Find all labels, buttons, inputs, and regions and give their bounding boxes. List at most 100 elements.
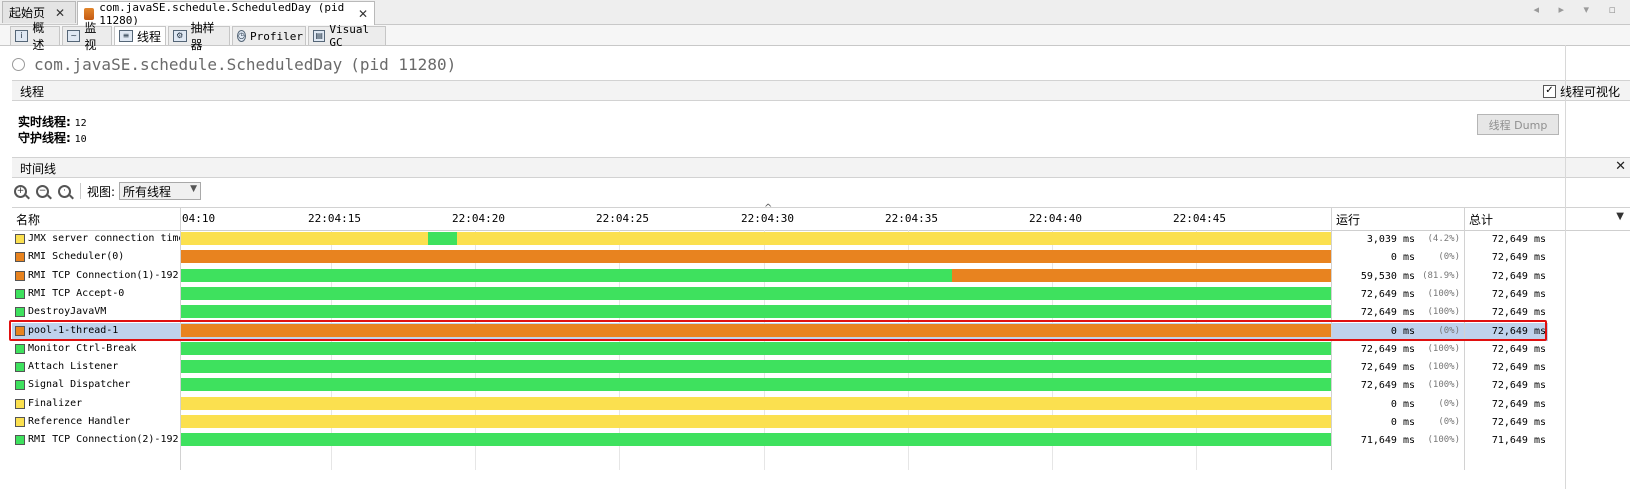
view-select-value: 所有线程 — [123, 184, 172, 199]
thread-timeline-bar[interactable] — [181, 433, 1331, 447]
running-time: 0 ms — [1390, 325, 1415, 337]
thread-timeline-bar[interactable] — [181, 396, 1331, 410]
thread-row[interactable]: pool-1-thread-1 0 ms (0%) 72,649 ms — [12, 322, 1548, 341]
tab-sampler[interactable]: ⚙ 抽样器 — [168, 21, 230, 52]
thread-name: pool-1-thread-1 — [28, 324, 119, 336]
monitor-icon: ~ — [67, 30, 81, 42]
thread-row[interactable]: Reference Handler 0 ms (0%) 72,649 ms — [12, 414, 1548, 432]
running-percent: (0%) — [1438, 252, 1460, 263]
state-segment-running — [181, 360, 1331, 374]
total-time: 72,649 ms — [1491, 270, 1546, 282]
time-tick: 04:10 — [182, 212, 216, 225]
checkbox-checked-icon[interactable]: ✓ — [1542, 85, 1556, 98]
running-percent: (81.9%) — [1422, 270, 1460, 281]
thread-timeline-bar[interactable] — [181, 286, 1331, 300]
thread-row[interactable]: DestroyJavaVM 72,649 ms (100%) 72,649 ms — [12, 304, 1548, 322]
chevron-down-icon: ▼ — [190, 184, 198, 194]
thread-timeline-bar[interactable] — [181, 305, 1331, 319]
close-icon[interactable]: ✕ — [1615, 159, 1626, 174]
thread-state-swatch — [15, 307, 25, 318]
threads-visualization-checkbox[interactable]: ✓ 线程可视化 — [1542, 83, 1620, 100]
state-segment-waiting — [181, 250, 1331, 264]
view-select[interactable]: 所有线程 ▼ — [119, 182, 202, 200]
column-header-name[interactable]: 名称 — [16, 213, 41, 227]
time-tick: 22:04:40 — [1029, 212, 1082, 225]
document-tab-strip: 起始页 ✕ com.javaSE.schedule.ScheduledDay (… — [0, 0, 1630, 27]
running-time: 0 ms — [1390, 252, 1415, 264]
sort-caret-icon: ^ — [764, 203, 773, 214]
process-status-icon — [12, 58, 25, 71]
state-segment-park — [181, 232, 429, 245]
thread-state-swatch — [15, 435, 25, 446]
zoom-fit-icon[interactable]: · — [58, 184, 71, 198]
toolbar-separator — [80, 183, 81, 199]
state-segment-park — [181, 415, 1331, 428]
state-segment-waiting — [951, 268, 1331, 282]
tab-process[interactable]: com.javaSE.schedule.ScheduledDay (pid 11… — [77, 1, 375, 27]
overview-icon: i — [15, 30, 29, 42]
running-percent: (0%) — [1438, 417, 1460, 427]
column-divider[interactable] — [180, 208, 181, 230]
time-tick: 22:04:35 — [885, 212, 938, 225]
thread-timeline-bar[interactable] — [181, 268, 1331, 282]
running-percent: (100%) — [1427, 288, 1460, 299]
process-pid: (pid 11280) — [350, 55, 457, 74]
running-percent: (100%) — [1427, 307, 1460, 318]
state-segment-running — [428, 232, 457, 245]
thread-row[interactable]: Monitor Ctrl-Break 72,649 ms (100%) 72,649 … — [12, 341, 1548, 359]
tab-threads[interactable]: ≡ 线程 — [114, 26, 166, 45]
column-divider[interactable] — [1331, 208, 1332, 230]
running-time: 3,039 ms — [1366, 234, 1415, 245]
thread-state-swatch — [15, 288, 25, 299]
tab-navigation-arrows[interactable]: ◂ ▸ ▾ ▫ — [1533, 3, 1624, 16]
column-header-running[interactable]: 运行 — [1336, 213, 1361, 227]
tab-visual-gc[interactable]: ▤ Visual GC — [308, 23, 386, 49]
zoom-out-icon[interactable]: − — [36, 184, 49, 198]
tab-start-page[interactable]: 起始页 ✕ — [2, 1, 76, 23]
thread-row[interactable]: RMI TCP Connection(1)-192.168.1.100 59,53… — [12, 268, 1548, 286]
thread-timeline-bar[interactable] — [181, 341, 1331, 355]
thread-row[interactable]: Attach Listener 72,649 ms (100%) 72,649 ms — [12, 359, 1548, 377]
thread-dump-button[interactable]: 线程 Dump — [1477, 114, 1559, 135]
thread-row[interactable]: Finalizer 0 ms (0%) 72,649 ms — [12, 396, 1548, 414]
tab-monitor[interactable]: ~ 监视 — [62, 21, 112, 52]
profiler-icon: ◷ — [237, 30, 246, 42]
column-header-total[interactable]: 总计 — [1469, 213, 1494, 227]
view-label: 视图: — [87, 184, 116, 199]
thread-timeline-bar[interactable] — [181, 360, 1331, 374]
zoom-in-icon[interactable]: + — [14, 184, 27, 198]
checkbox-label: 线程可视化 — [1559, 85, 1620, 99]
thread-state-swatch — [15, 270, 25, 281]
thread-timeline-bar[interactable] — [181, 378, 1331, 392]
thread-row[interactable]: RMI TCP Connection(2)-192.168.1.100 71,64… — [12, 432, 1548, 450]
thread-name: JMX server connection timeout — [28, 233, 180, 244]
section-title: 时间线 — [20, 162, 57, 176]
total-time: 72,649 ms — [1491, 398, 1546, 410]
thread-name: Finalizer — [28, 397, 83, 409]
thread-timeline-bar[interactable] — [181, 415, 1331, 428]
close-icon[interactable]: ✕ — [357, 6, 368, 21]
close-icon[interactable]: ✕ — [55, 5, 66, 20]
thread-timeline-bar[interactable] — [181, 250, 1331, 264]
thread-row[interactable]: JMX server connection timeout 3,039 ms (4.… — [12, 231, 1548, 249]
thread-timeline-bar[interactable] — [181, 323, 1331, 337]
thread-timeline-bar[interactable] — [181, 232, 1331, 245]
tab-overview[interactable]: i 概述 — [10, 21, 60, 52]
thread-row[interactable]: RMI Scheduler(0) 0 ms (0%) 72,649 ms — [12, 249, 1548, 267]
column-divider[interactable] — [1464, 208, 1465, 230]
state-segment-park — [181, 396, 1331, 410]
total-time: 72,649 ms — [1491, 325, 1546, 337]
thread-state-swatch — [15, 362, 25, 373]
thread-row[interactable]: Signal Dispatcher 72,649 ms (100%) 72,649 m… — [12, 377, 1548, 395]
tab-profiler[interactable]: ◷ Profiler — [232, 26, 306, 45]
state-segment-running — [181, 268, 952, 282]
tab-label: 线程 — [137, 29, 162, 44]
state-segment-running — [181, 341, 1331, 355]
thread-row[interactable]: RMI TCP Accept-0 72,649 ms (100%) 72,649 ms — [12, 286, 1548, 304]
column-menu-icon[interactable]: ▼ — [1616, 211, 1624, 222]
daemon-threads-value: 10 — [74, 134, 87, 145]
time-tick: 22:04:25 — [596, 212, 649, 225]
total-time: 71,649 ms — [1491, 435, 1546, 447]
running-percent: (4.2%) — [1427, 234, 1460, 244]
column-divider-line — [180, 230, 181, 470]
